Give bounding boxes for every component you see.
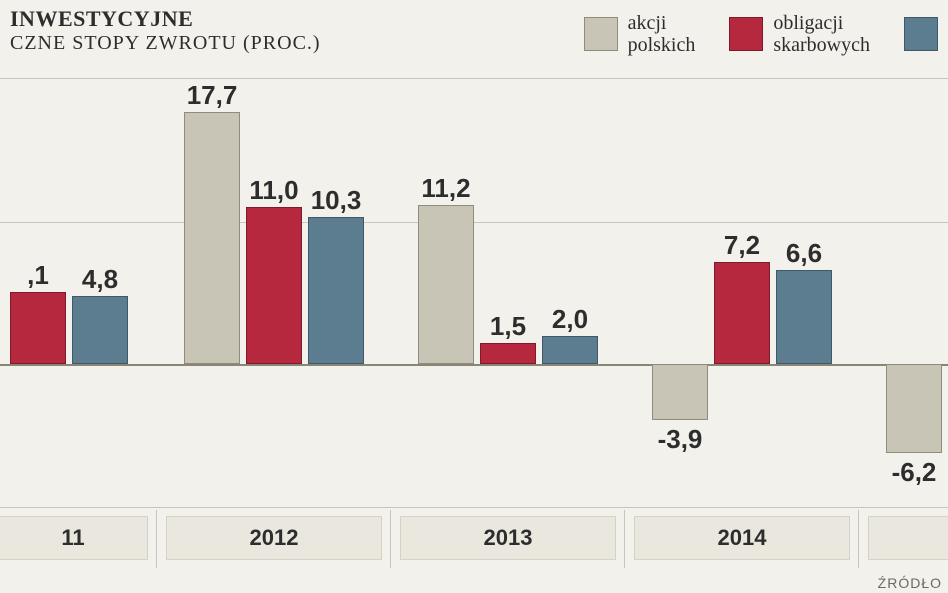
legend-item-0: akcjipolskich (584, 12, 696, 56)
x-axis-separator (156, 510, 157, 568)
bar-label-2013-s2: 2,0 (535, 304, 605, 335)
bar-label-11-s2: 4,8 (65, 264, 135, 295)
chart-plot-area: ,14,8 17,7 11,010,3 11,2 1,52,0 -3,9 7,26,6 -6,… (0, 78, 948, 506)
chart-header: INWESTYCYJNE CZNE STOPY ZWROTU (PROC.) a… (0, 0, 948, 72)
x-axis-separator (390, 510, 391, 568)
x-axis-year-2013: 2013 (400, 516, 616, 560)
chart-title-line2: CZNE STOPY ZWROTU (PROC.) (10, 32, 321, 55)
chart-title-line1: INWESTYCYJNE (10, 6, 321, 32)
chart-gridline (0, 222, 948, 223)
legend-item-2 (904, 12, 938, 56)
x-axis-year-11: 11 (0, 516, 148, 560)
bar-label-2012-s0: 17,7 (177, 80, 247, 111)
bar-label-2014-s0: -3,9 (645, 424, 715, 455)
bar-2012-s1 (246, 207, 302, 364)
bar-label--s0: -6,2 (879, 457, 948, 488)
x-axis-year-2014: 2014 (634, 516, 850, 560)
bar-2013-s2 (542, 336, 598, 365)
bar-2014-s2 (776, 270, 832, 364)
chart-baseline (0, 364, 948, 366)
bar-2014-s1 (714, 262, 770, 365)
bar-label-2014-s2: 6,6 (769, 238, 839, 269)
x-axis-separator (624, 510, 625, 568)
bar-label-2013-s1: 1,5 (473, 311, 543, 342)
bar-2012-s2 (308, 217, 364, 364)
legend-label-0: akcjipolskich (628, 12, 696, 56)
legend-item-1: obligacjiskarbowych (729, 12, 870, 56)
bar-2014-s0 (652, 364, 708, 420)
chart-source-label: ŹRÓDŁO (878, 575, 942, 591)
bar-label-11-s1: ,1 (3, 260, 73, 291)
chart-x-axis: 11 2012 2013 2014 (0, 510, 948, 568)
bar-label-2013-s0: 11,2 (411, 173, 481, 204)
x-axis-separator (858, 510, 859, 568)
legend-swatch-2 (904, 17, 938, 51)
chart-legend: akcjipolskich obligacjiskarbowych (584, 6, 938, 56)
legend-swatch-0 (584, 17, 618, 51)
x-axis-year-2012: 2012 (166, 516, 382, 560)
legend-swatch-1 (729, 17, 763, 51)
bar-label-2012-s2: 10,3 (301, 185, 371, 216)
bar-2013-s0 (418, 205, 474, 365)
legend-label-1: obligacjiskarbowych (773, 12, 870, 56)
bar-2012-s0 (184, 112, 240, 365)
bar-11-s1 (10, 292, 66, 365)
bar-11-s2 (72, 296, 128, 364)
bar--s0 (886, 364, 942, 452)
bar-label-2014-s1: 7,2 (707, 230, 777, 261)
chart-title-block: INWESTYCYJNE CZNE STOPY ZWROTU (PROC.) (10, 6, 321, 55)
x-axis-year-4 (868, 516, 948, 560)
chart-gridline (0, 507, 948, 508)
bar-label-2012-s1: 11,0 (239, 175, 309, 206)
bar-2013-s1 (480, 343, 536, 364)
